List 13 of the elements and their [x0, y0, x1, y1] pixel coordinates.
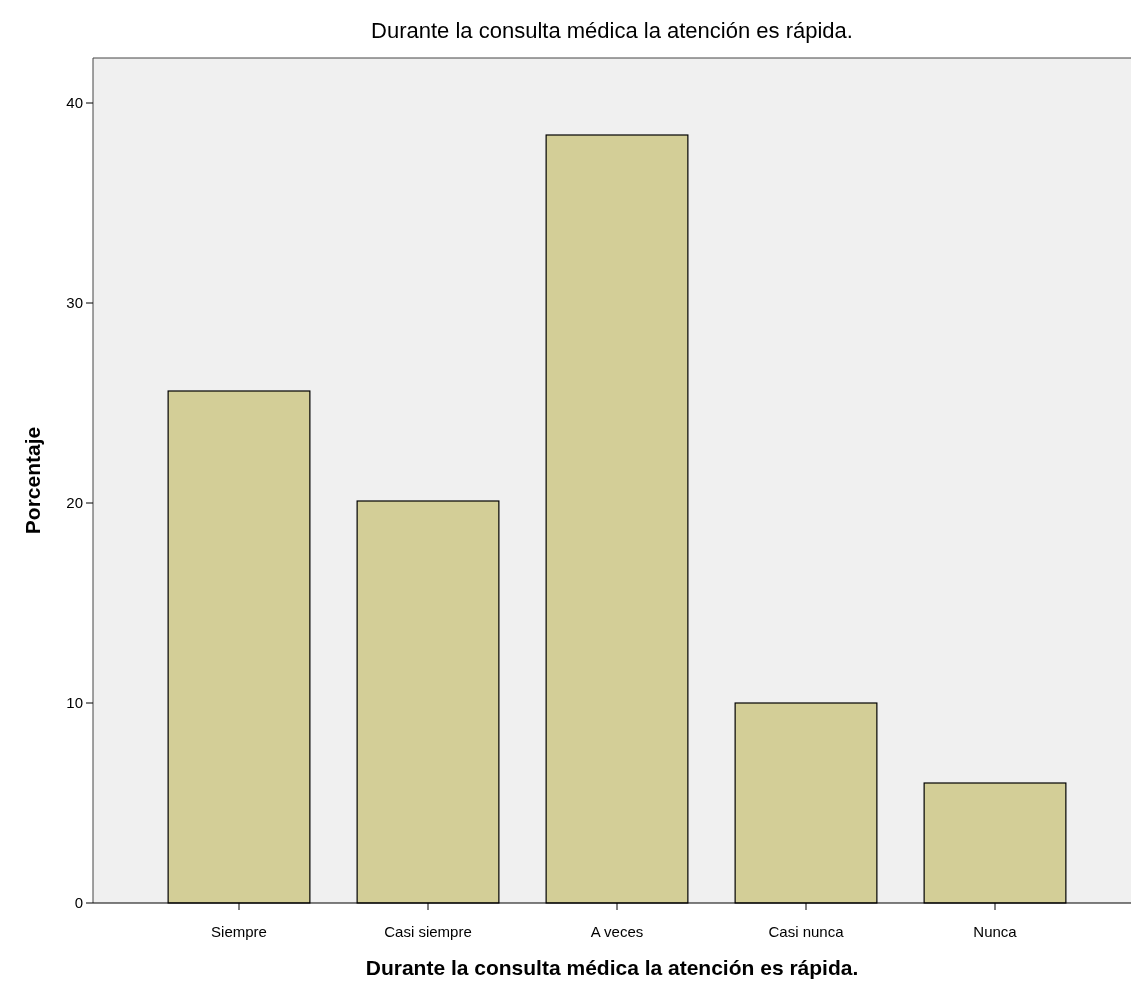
y-tick-label: 40 — [66, 94, 83, 112]
y-tick-label: 30 — [66, 294, 83, 312]
x-axis-title: Durante la consulta médica la atención es rápida. — [365, 956, 859, 979]
y-tick-label: 20 — [66, 494, 83, 512]
y-axis-title: Porcentaje — [21, 426, 44, 535]
x-tick-label: Siempre — [211, 923, 267, 940]
chart-title: Durante la consulta médica la atención es rápida. — [371, 18, 853, 43]
x-tick-label: Casi siempre — [384, 923, 472, 940]
x-tick-label: Casi nunca — [768, 923, 845, 940]
y-tick-label: 10 — [66, 694, 83, 712]
x-tick-label: A veces — [590, 923, 644, 940]
y-tick-label: 0 — [74, 894, 83, 912]
x-tick-label: Nunca — [973, 923, 1018, 940]
